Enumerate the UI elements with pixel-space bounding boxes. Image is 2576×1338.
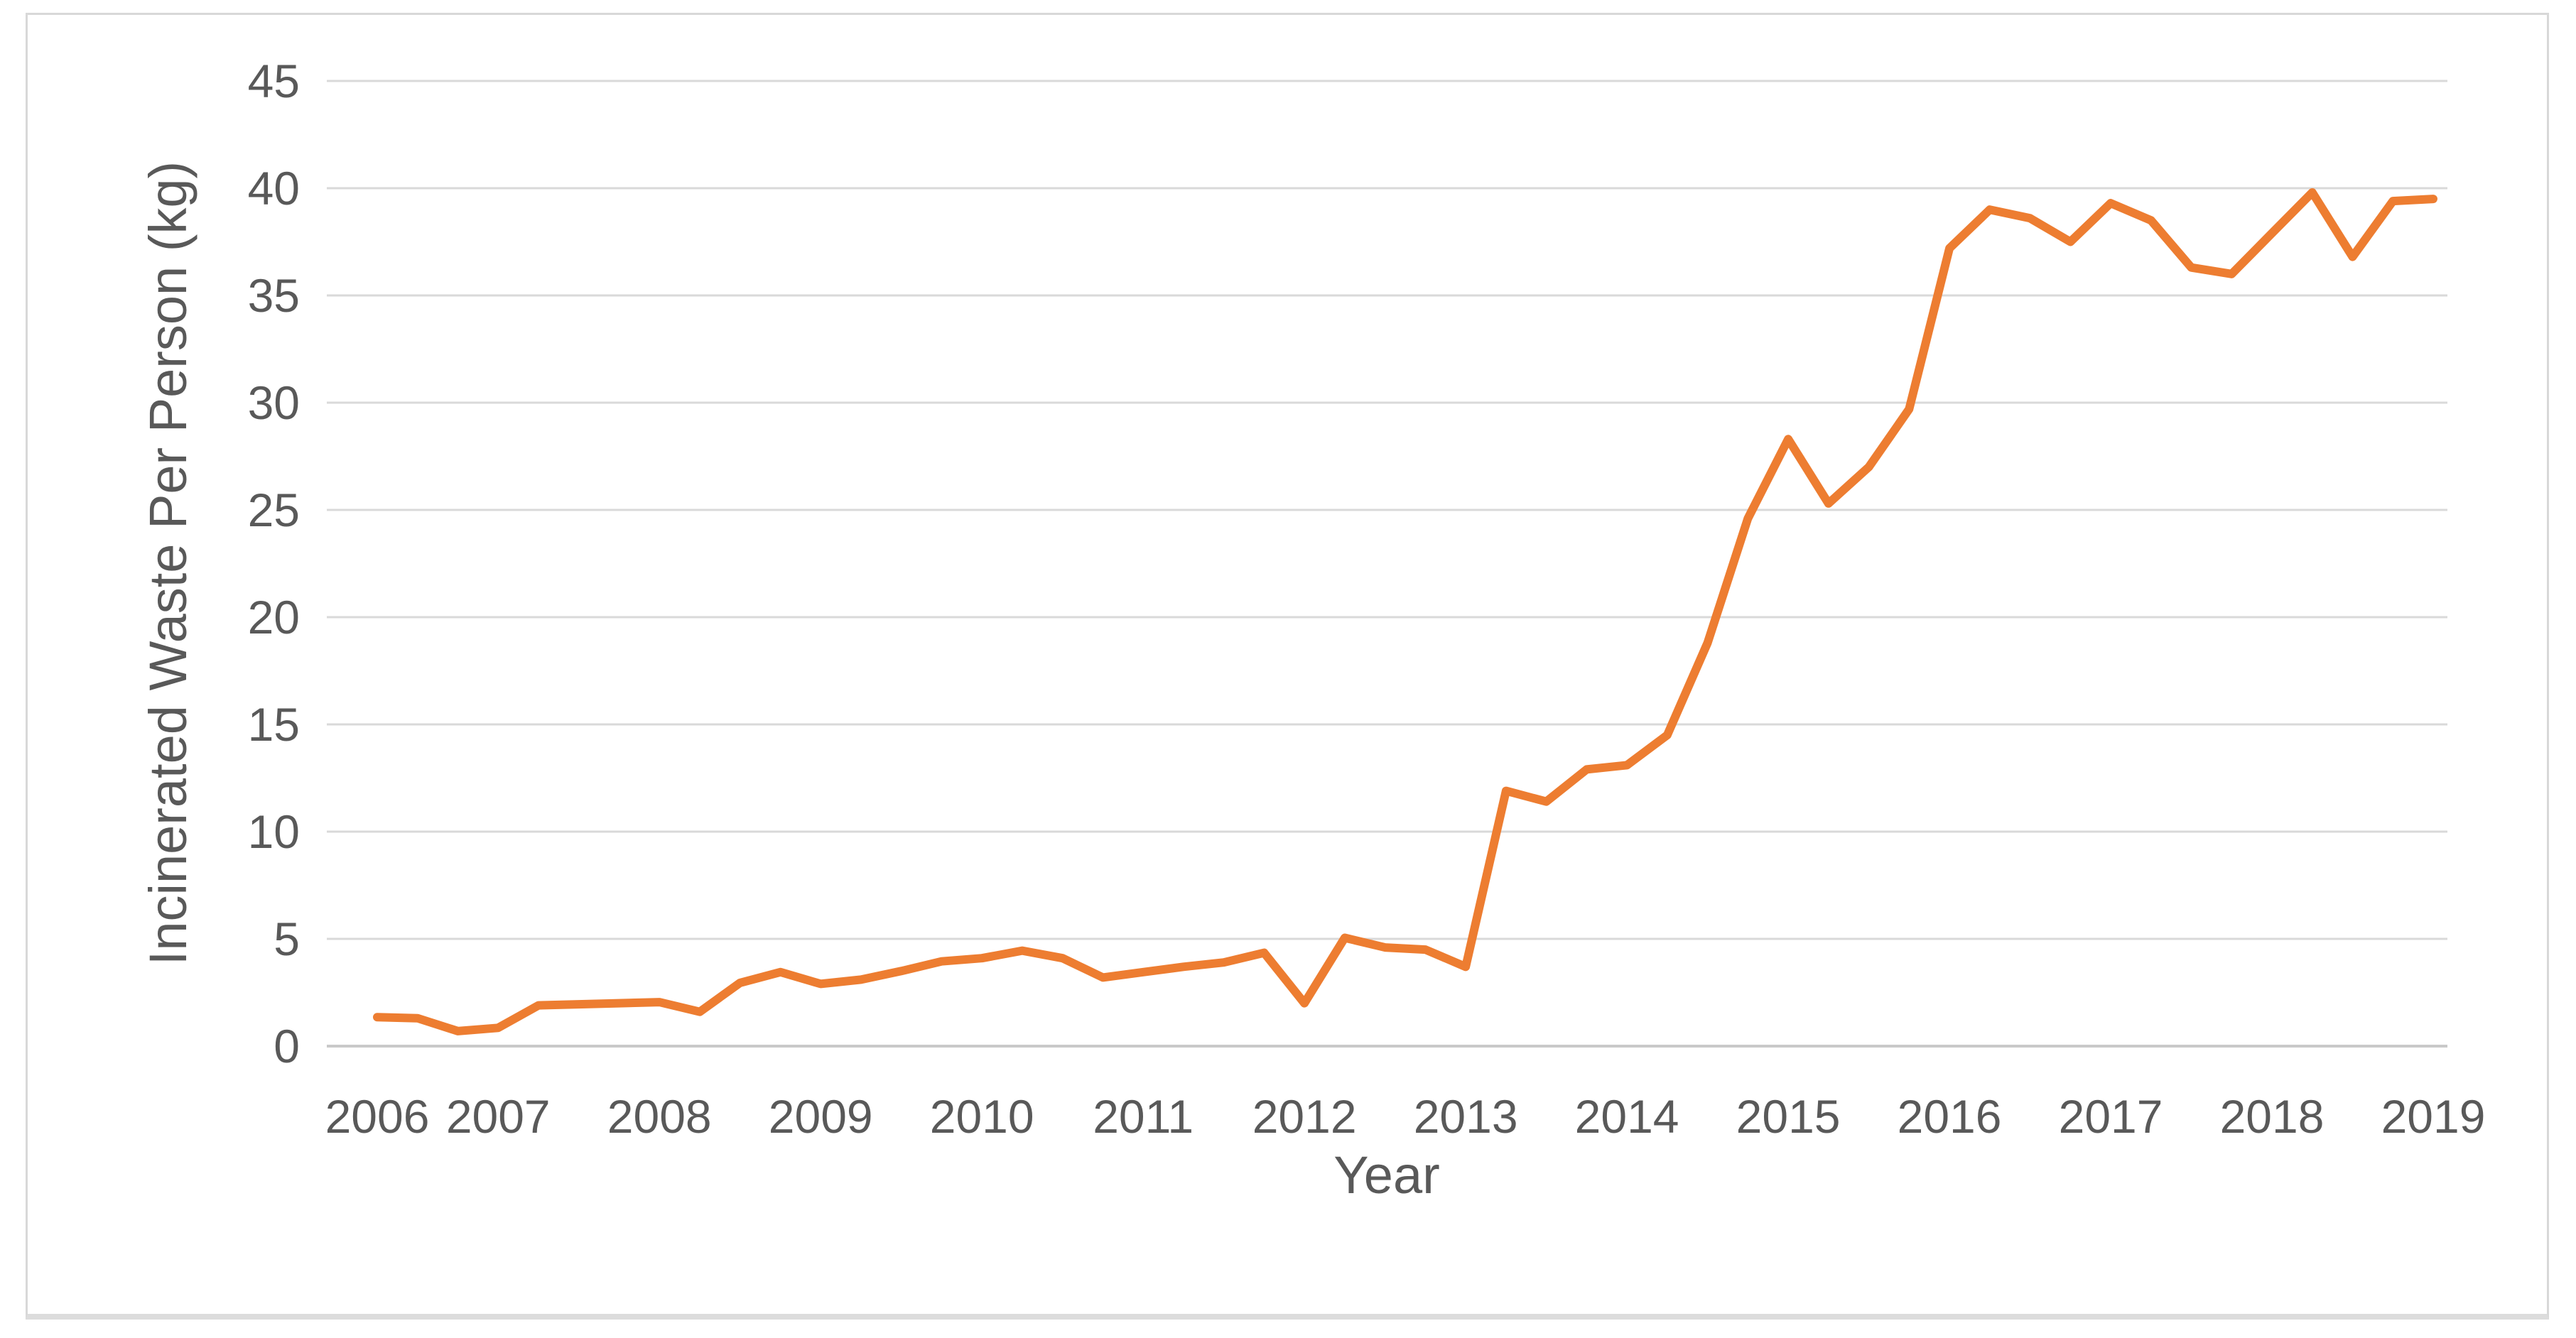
y-tick-label: 35 — [248, 269, 300, 322]
x-tick-label: 2008 — [607, 1090, 712, 1143]
y-tick-label: 15 — [248, 698, 300, 751]
x-tick-label: 2007 — [446, 1090, 551, 1143]
x-tick-label: 2016 — [1898, 1090, 2002, 1143]
y-tick-label: 45 — [248, 55, 300, 107]
x-tick-label: 2018 — [2220, 1090, 2325, 1143]
x-tick-label: 2015 — [1736, 1090, 1841, 1143]
data-series-line — [373, 188, 2437, 1035]
x-tick-label: 2013 — [1414, 1090, 1518, 1143]
y-tick-label: 30 — [248, 376, 300, 429]
x-axis-title: Year — [1333, 1146, 1440, 1204]
x-tick-label: 2019 — [2381, 1090, 2486, 1143]
x-tick-label: 2010 — [930, 1090, 1034, 1143]
y-tick-label: 10 — [248, 805, 300, 858]
y-tick-label: 25 — [248, 484, 300, 536]
y-tick-label: 20 — [248, 591, 300, 643]
x-tick-label: 2011 — [1093, 1090, 1194, 1143]
y-axis-title: Incinerated Waste Per Person (kg) — [139, 161, 197, 966]
chart-card — [26, 13, 2549, 1320]
x-tick-label: 2009 — [769, 1090, 873, 1143]
y-tick-label: 40 — [248, 162, 300, 214]
x-tick-label: 2014 — [1575, 1090, 1679, 1143]
x-tick-label: 2012 — [1252, 1090, 1357, 1143]
y-tick-label: 5 — [274, 913, 300, 965]
x-tick-label: 2017 — [2059, 1090, 2163, 1143]
y-tick-label: 0 — [274, 1020, 300, 1072]
x-tick-label: 2006 — [325, 1090, 430, 1143]
